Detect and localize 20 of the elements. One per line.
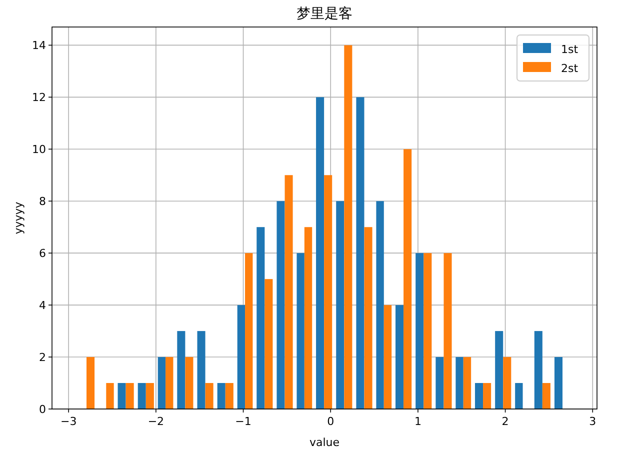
y-tick-label: 10	[32, 143, 46, 156]
x-tick-label: −3	[60, 415, 77, 428]
x-tick-label: 1	[414, 415, 422, 428]
x-tick-label: 0	[327, 415, 334, 428]
y-tick-label: 14	[32, 39, 46, 52]
x-tick-label: 2	[502, 415, 509, 428]
y-tick-label: 8	[39, 195, 46, 208]
x-axis-title: value	[309, 436, 340, 449]
y-tick-label: 2	[39, 351, 46, 364]
legend-label: 1st	[561, 43, 579, 56]
x-tick-label: −2	[148, 415, 164, 428]
y-tick-label: 4	[39, 299, 46, 312]
x-tick-label: −1	[235, 415, 252, 428]
y-tick-label: 0	[39, 403, 46, 416]
x-tick-label: 3	[589, 415, 596, 428]
legend-label: 2st	[561, 62, 579, 75]
y-axis-title: yyyyy	[12, 201, 25, 234]
chart-title: 梦里是客	[296, 6, 352, 22]
y-tick-label: 12	[32, 91, 46, 104]
y-tick-label: 6	[39, 247, 46, 260]
